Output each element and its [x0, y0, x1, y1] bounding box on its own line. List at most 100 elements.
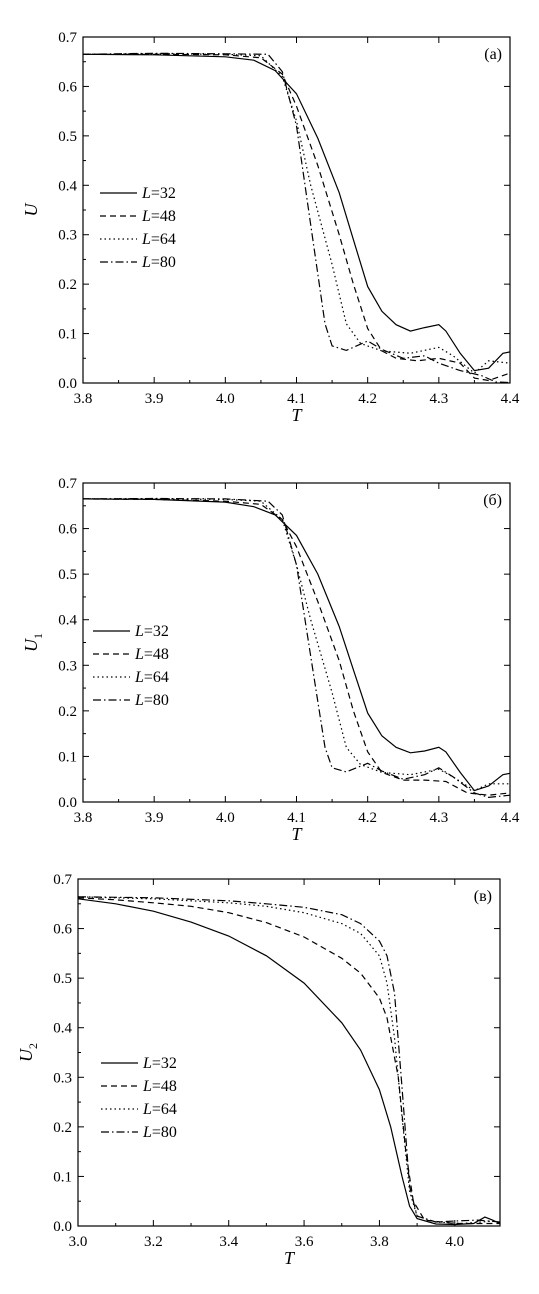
y-axis-title: U1 — [21, 633, 45, 652]
x-tick-label: 4.3 — [429, 810, 448, 826]
y-axis-title-main: U — [21, 638, 41, 652]
series-line-4 — [83, 52, 510, 383]
legend-label-1: L=32 — [142, 1055, 177, 1072]
legend-var: L — [141, 231, 151, 248]
legend-label-1: L=32 — [134, 623, 169, 640]
x-tick-label: 4.0 — [445, 1234, 464, 1250]
series-line-3 — [83, 498, 510, 792]
x-tick-label: 4.4 — [501, 810, 520, 826]
panel-label: (а) — [484, 46, 502, 63]
series-group — [83, 52, 510, 383]
y-tick-label: 0.5 — [58, 567, 77, 583]
x-tick-label: 4.2 — [358, 810, 377, 826]
x-tick-label: 4.0 — [216, 391, 235, 407]
series-line-2 — [83, 53, 510, 382]
x-tick-label: 3.9 — [145, 391, 164, 407]
series-line-2 — [83, 498, 510, 796]
legend-value: =80 — [151, 254, 176, 271]
y-tick-label: 0.5 — [58, 129, 77, 145]
x-tick-label: 3.9 — [145, 810, 164, 826]
legend-label-2: L=48 — [142, 1078, 177, 1095]
y-tick-label: 0.5 — [53, 971, 72, 987]
x-tick-label: 4.4 — [501, 391, 520, 407]
x-axis-title: T — [291, 405, 303, 425]
legend-value: =80 — [152, 1124, 177, 1141]
legend-value: =48 — [152, 1078, 177, 1095]
y-tick-label: 0.6 — [53, 922, 72, 938]
legend-var: L — [141, 208, 151, 225]
series-group — [83, 497, 510, 799]
legend-value: =64 — [151, 231, 176, 248]
y-tick-label: 0.7 — [53, 872, 72, 888]
y-tick-label: 0.4 — [58, 178, 77, 194]
y-tick-label: 0.4 — [53, 1021, 72, 1037]
legend-var: L — [142, 1078, 152, 1095]
x-tick-label: 4.1 — [287, 391, 306, 407]
legend-value: =80 — [144, 692, 169, 709]
legend-value: =32 — [151, 185, 176, 202]
x-axis-title: T — [291, 824, 303, 844]
series-line-4 — [78, 896, 500, 1223]
x-tick-label: 3.8 — [370, 1234, 389, 1250]
y-axis-title-subscript: 2 — [26, 1043, 40, 1049]
y-tick-label: 0.3 — [58, 228, 77, 244]
x-axis-title: T — [284, 1248, 296, 1268]
y-tick-label: 0.7 — [58, 30, 77, 46]
y-tick-label: 0.6 — [58, 522, 77, 538]
panel-3: 3.0 3.2 3.4 3.6 3.8 4.0 0.0 0.1 0.2 0.3 0.4 0.5 0.6 0… — [16, 872, 501, 1268]
legend: L=32L=48L=64L=80 — [101, 1055, 177, 1141]
legend-label-3: L=64 — [134, 669, 169, 686]
y-tick-label: 0.3 — [58, 658, 77, 674]
y-tick-label: 0.3 — [53, 1070, 72, 1086]
plot-frame — [82, 482, 511, 803]
legend-label-4: L=80 — [142, 1124, 177, 1141]
panel-label: (б) — [483, 492, 502, 509]
legend-value: =64 — [144, 669, 169, 686]
legend-value: =32 — [144, 623, 169, 640]
y-tick-label: 0.6 — [58, 79, 77, 95]
y-axis-title-main: U — [21, 203, 41, 217]
series-line-1 — [78, 898, 500, 1226]
legend-var: L — [142, 1101, 152, 1118]
x-tick-label: 3.4 — [219, 1234, 238, 1250]
legend-var: L — [134, 646, 144, 663]
series-group — [78, 896, 500, 1226]
x-tick-label: 4.0 — [216, 810, 235, 826]
legend-var: L — [142, 1124, 152, 1141]
x-tick-label: 4.3 — [429, 391, 448, 407]
legend-value: =32 — [152, 1055, 177, 1072]
panel-1: 3.8 3.9 4.0 4.1 4.2 4.3 4.4 0.0 0.1 0.2 0.3 0.4 0.5 0… — [21, 30, 520, 425]
legend-label-4: L=80 — [134, 692, 169, 709]
series-line-1 — [83, 53, 510, 372]
legend-value: =48 — [151, 208, 176, 225]
y-tick-label: 0.1 — [58, 749, 77, 765]
y-tick-label: 0.2 — [58, 277, 77, 293]
legend-label-4: L=80 — [141, 254, 176, 271]
legend-label-2: L=48 — [134, 646, 169, 663]
y-tick-label: 0.2 — [58, 704, 77, 720]
legend-var: L — [141, 254, 151, 271]
y-tick-label: 0.0 — [53, 1219, 72, 1235]
x-tick-label: 3.8 — [74, 810, 93, 826]
legend-value: =64 — [152, 1101, 177, 1118]
legend-var: L — [142, 1055, 152, 1072]
y-tick-label: 0.1 — [53, 1169, 72, 1185]
legend-value: =48 — [144, 646, 169, 663]
y-tick-label: 0.0 — [58, 376, 77, 392]
legend-label-3: L=64 — [141, 231, 176, 248]
x-tick-label: 4.2 — [358, 391, 377, 407]
y-tick-label: 0.4 — [58, 613, 77, 629]
y-axis-title: U — [21, 203, 41, 217]
y-tick-label: 0.0 — [58, 795, 77, 811]
legend: L=32L=48L=64L=80 — [93, 623, 169, 709]
legend-var: L — [134, 623, 144, 640]
y-tick-label: 0.1 — [58, 327, 77, 343]
y-tick-label: 0.2 — [53, 1120, 72, 1136]
y-axis-title: U2 — [16, 1043, 40, 1062]
legend-var: L — [134, 692, 144, 709]
legend-label-2: L=48 — [141, 208, 176, 225]
legend-label-3: L=64 — [142, 1101, 177, 1118]
series-line-3 — [78, 896, 500, 1225]
y-tick-label: 0.7 — [58, 476, 77, 492]
